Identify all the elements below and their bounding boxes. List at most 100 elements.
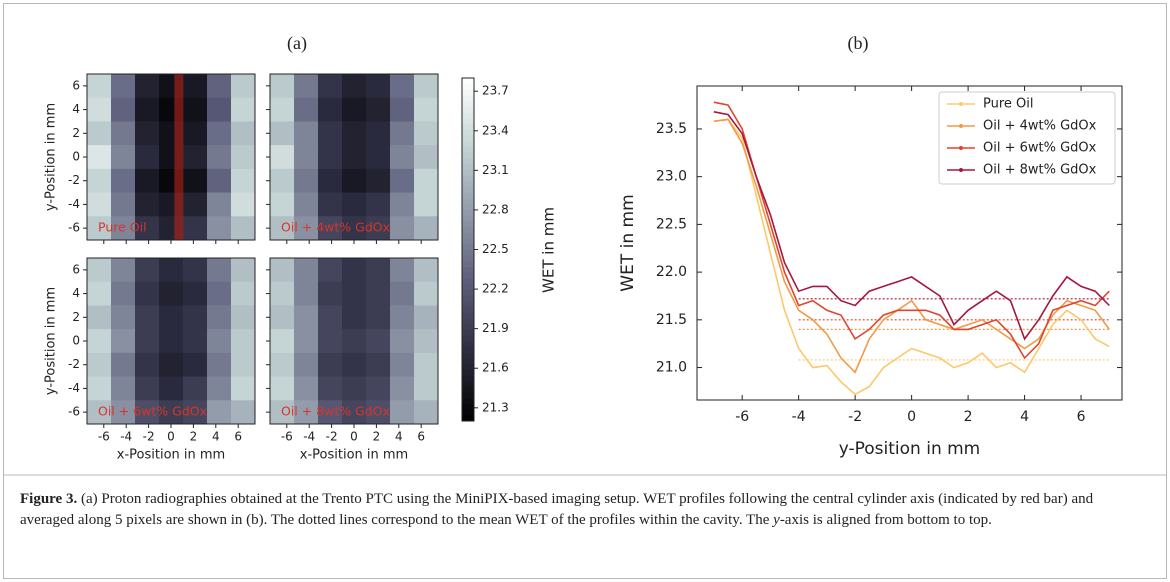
heatmap-cell: [87, 400, 112, 425]
heatmap-cell: [135, 258, 160, 283]
caption-text: (a) Proton radiographies obtained at the…: [20, 491, 1094, 528]
heatmap-cell: [111, 97, 136, 122]
y-tick-label: 22.0: [656, 264, 687, 280]
heatmap-cell: [183, 305, 208, 330]
heatmap-cell: [294, 352, 319, 378]
heatmap-cell: [318, 329, 343, 354]
x-tick-label: 4: [395, 430, 403, 444]
x-tick-label: 2: [373, 430, 381, 444]
x-tick-label: 0: [907, 409, 916, 425]
heatmap-cell: [366, 216, 391, 241]
heatmap-cell: [87, 329, 112, 354]
heatmap-cell: [414, 258, 439, 283]
heatmap-cell: [342, 400, 367, 425]
colorbar-step: [462, 312, 474, 319]
y-tick-label: 21.0: [656, 360, 687, 376]
heatmap-cell: [318, 258, 343, 283]
y-tick-label: -2: [68, 173, 80, 187]
colorbar-step: [462, 386, 474, 393]
colorbar-step: [462, 283, 474, 291]
heatmap-cell: [414, 145, 439, 170]
legend-marker: [959, 146, 963, 150]
heatmap-cell: [231, 258, 256, 283]
heatmap-cell: [87, 352, 112, 378]
x-tick-label: -4: [120, 430, 132, 444]
y-tick-label: 22.5: [656, 216, 687, 232]
heatmap-cell: [414, 376, 439, 401]
panel-title: (b): [848, 33, 869, 54]
heatmap-cell: [366, 400, 391, 425]
axes-frame: [696, 85, 1123, 401]
heatmap-cell: [183, 376, 208, 401]
heatmap-cell: [231, 281, 256, 306]
colorbar-step: [462, 266, 474, 273]
heatmap-cell: [135, 192, 160, 217]
y-tick-label: 23.0: [656, 169, 687, 185]
heatmap-cell: [390, 305, 415, 330]
heatmap-cell: [111, 329, 136, 354]
x-axis-label: x-Position in mm: [117, 448, 225, 463]
y-tick-label: -6: [68, 221, 80, 235]
y-tick-label: -4: [68, 197, 80, 211]
heatmap-cell: [159, 329, 184, 354]
heatmap-cell: [366, 74, 391, 99]
heatmap-cell: [111, 74, 136, 99]
colorbar-step: [462, 415, 474, 422]
colorbar-step: [462, 220, 474, 228]
heatmap-cell: [183, 352, 208, 378]
heatmap-cell: [135, 352, 160, 378]
heatmap-cell: [342, 281, 367, 306]
x-tick-label: 2: [190, 430, 198, 444]
heatmap-cell: [366, 376, 391, 401]
heatmap-cell: [294, 145, 319, 170]
x-tick-label: -4: [792, 409, 806, 425]
heatmap-cell: [342, 305, 367, 330]
colorbar-step: [462, 243, 474, 250]
heatmap-cell: [270, 281, 295, 306]
colorbar-step: [462, 198, 474, 205]
heatmap-cell: [159, 258, 184, 283]
heatmap-cell: [231, 192, 256, 217]
heatmap-cell: [135, 376, 160, 401]
colorbar-step: [462, 329, 474, 336]
caption-italic: y: [773, 512, 780, 528]
heatmap-cell: [270, 352, 295, 378]
heatmap-cell: [87, 145, 112, 170]
heatmap-cell: [342, 74, 367, 99]
colorbar-step: [462, 335, 474, 342]
heatmap-cell: [135, 329, 160, 354]
colorbar-tick-label: 22.5: [482, 242, 509, 256]
colorbar-step: [462, 380, 474, 388]
heatmap-cell: [390, 145, 415, 170]
highlight-bar: [174, 74, 184, 240]
heatmap-cell: [294, 121, 319, 146]
x-tick-label: -4: [303, 430, 315, 444]
heatmap-cell: [111, 352, 136, 378]
heatmap-cell: [270, 121, 295, 146]
heatmap-cell: [390, 329, 415, 354]
figure-frame: [3, 3, 1167, 579]
colorbar-step: [462, 289, 474, 296]
heatmap-cell: [414, 168, 439, 194]
x-axis-label: y-Position in mm: [839, 439, 981, 459]
colorbar-step: [462, 278, 474, 285]
colorbar-step: [462, 369, 474, 376]
heatmap-cell: [294, 400, 319, 425]
legend-marker: [959, 168, 963, 172]
y-tick-label: 0: [72, 150, 80, 164]
heatmap-cell: [87, 192, 112, 217]
y-axis-label: WET in mm: [618, 194, 638, 291]
panel-label: Oil + 6wt% GdOx: [98, 404, 207, 419]
caption-text: -axis is aligned from bottom to top.: [779, 512, 992, 528]
x-axis-label: x-Position in mm: [300, 448, 408, 463]
heatmap-cell: [135, 168, 160, 194]
heatmap-cell: [183, 97, 208, 122]
heatmap-cell: [270, 145, 295, 170]
heatmap-cell: [270, 329, 295, 354]
y-tick-label: 2: [72, 126, 80, 140]
heatmap-cell: [318, 145, 343, 170]
panel-label: Pure Oil: [98, 220, 147, 235]
heatmap-cell: [342, 168, 367, 194]
